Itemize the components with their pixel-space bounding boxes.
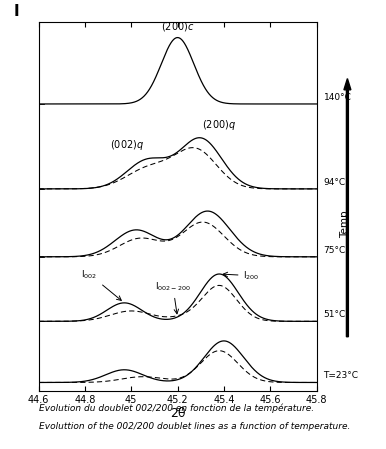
Text: $(200)c$: $(200)c$ [161, 21, 194, 34]
Text: 140°C: 140°C [323, 93, 351, 102]
Text: $(200)q$: $(200)q$ [202, 118, 236, 132]
Text: $(002)q$: $(002)q$ [110, 138, 144, 153]
Text: Temp: Temp [340, 211, 350, 238]
Text: 75°C: 75°C [323, 246, 346, 255]
Text: 94°C: 94°C [323, 178, 345, 187]
Text: 51°C: 51°C [323, 310, 346, 319]
Text: $\mathrm{I}_{002-200}$: $\mathrm{I}_{002-200}$ [155, 280, 191, 314]
Text: $\mathrm{I}_{200}$: $\mathrm{I}_{200}$ [223, 269, 260, 282]
Text: $\mathrm{I}_{002}$: $\mathrm{I}_{002}$ [81, 268, 121, 300]
Text: Evoluttion of the 002/200 doublet lines as a function of temperature.: Evoluttion of the 002/200 doublet lines … [39, 422, 350, 431]
X-axis label: 2θ: 2θ [170, 407, 185, 420]
Text: I: I [14, 4, 19, 19]
Text: T=23°C: T=23°C [323, 371, 359, 380]
Text: Evolution du doublet 002/200 en fonction de la température.: Evolution du doublet 002/200 en fonction… [39, 403, 314, 413]
